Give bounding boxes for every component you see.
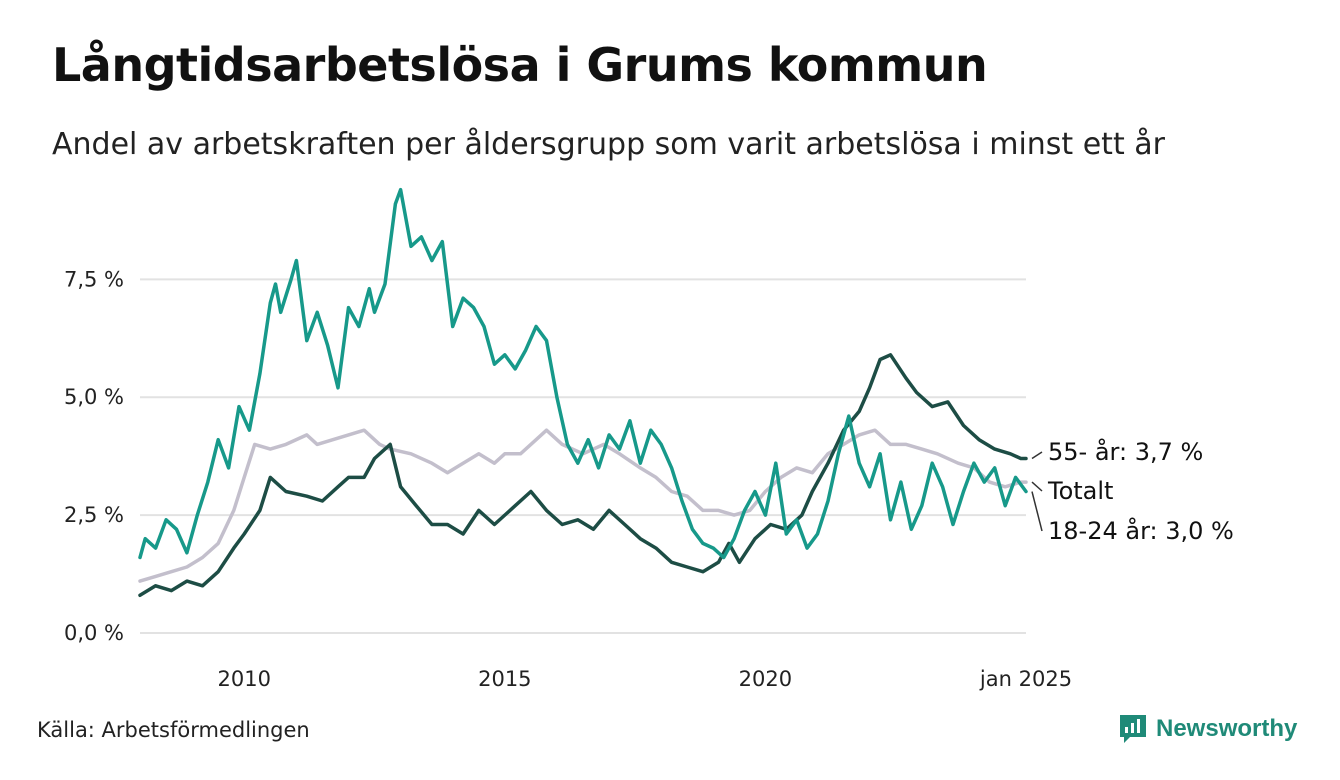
y-tick-label: 0,0 % xyxy=(64,621,124,645)
y-tick-label: 7,5 % xyxy=(64,267,124,291)
page-title: Långtidsarbetslösa i Grums kommun xyxy=(52,38,988,92)
series-end-label-senior: 55- år: 3,7 % xyxy=(1048,437,1203,466)
brand-name: Newsworthy xyxy=(1156,715,1298,742)
x-tick-label: 2015 xyxy=(478,667,531,691)
x-tick-label: jan 2025 xyxy=(979,667,1072,691)
x-tick-label: 2010 xyxy=(218,667,271,691)
y-tick-label: 5,0 % xyxy=(64,385,124,409)
x-tick-label: 2020 xyxy=(739,667,792,691)
label-leader-youth xyxy=(1031,491,1043,532)
y-tick-label: 2,5 % xyxy=(64,503,124,527)
page-subtitle: Andel av arbetskraften per åldersgrupp s… xyxy=(52,127,1165,162)
series-line-senior xyxy=(138,353,1028,598)
series-end-label-total: Totalt xyxy=(1047,477,1113,505)
brand-logo: Newsworthy xyxy=(1118,713,1297,745)
series-line-youth xyxy=(138,187,1028,560)
label-leader-senior xyxy=(1031,451,1043,460)
series-line-total xyxy=(138,428,1028,583)
label-leader-total xyxy=(1031,481,1043,492)
source-note: Källa: Arbetsförmedlingen xyxy=(37,718,310,742)
series-end-label-youth: 18-24 år: 3,0 % xyxy=(1048,516,1234,545)
newsworthy-logo-icon xyxy=(1120,715,1146,743)
